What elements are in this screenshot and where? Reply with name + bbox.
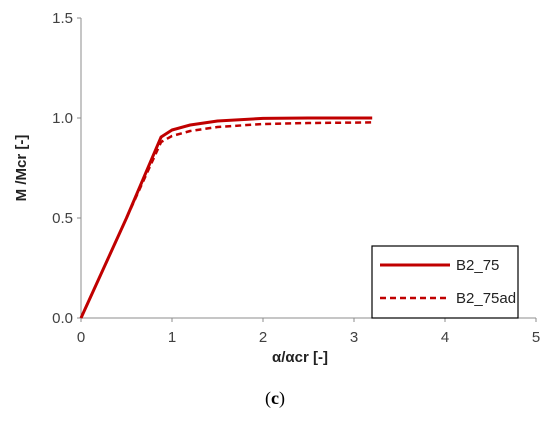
tick-labels: 0 1 2 3 4 5 0.0 0.5 1.0 1.5 — [52, 10, 540, 346]
x-tick-label: 3 — [350, 329, 358, 346]
series-line-b2-75 — [79, 116, 373, 319]
x-tick-label: 2 — [259, 329, 267, 346]
y-tick-label: 1.5 — [52, 10, 73, 27]
y-tick-label: 0.0 — [52, 310, 73, 327]
legend-label-b2-75: B2_75 — [456, 257, 499, 274]
series-line-b2-75ad — [79, 121, 373, 319]
figure-caption: (c) — [265, 388, 285, 409]
series-layer — [79, 116, 373, 319]
legend: B2_75 B2_75ad — [371, 245, 519, 319]
legend-box — [371, 245, 519, 319]
y-axis-title: M /Mcr [-] — [13, 135, 30, 202]
x-tick-label: 1 — [168, 329, 176, 346]
legend-label-b2-75ad: B2_75ad — [456, 290, 516, 307]
x-tick-label: 4 — [441, 329, 449, 346]
x-tick-label: 0 — [77, 329, 85, 346]
y-tick-label: 1.0 — [52, 110, 73, 127]
x-axis-title: α/αcr [-] — [272, 349, 328, 366]
x-tick-label: 5 — [532, 329, 540, 346]
y-tick-label: 0.5 — [52, 210, 73, 227]
